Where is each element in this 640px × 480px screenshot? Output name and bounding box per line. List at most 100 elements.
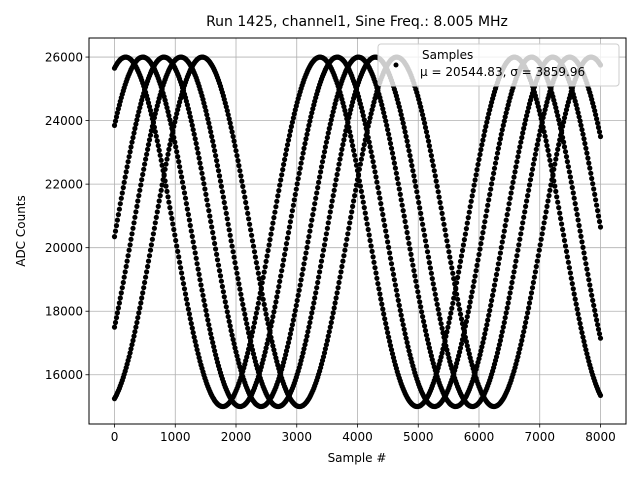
- data-point: [489, 298, 494, 303]
- data-point: [248, 227, 253, 232]
- data-point: [189, 118, 194, 123]
- data-point: [243, 200, 248, 205]
- data-point: [163, 162, 168, 167]
- data-point: [268, 232, 273, 237]
- data-point: [193, 250, 198, 255]
- data-point: [130, 135, 135, 140]
- data-point: [375, 185, 380, 190]
- data-point: [219, 279, 224, 284]
- data-point: [364, 216, 369, 221]
- data-point: [507, 201, 512, 206]
- data-point: [461, 326, 466, 331]
- data-point: [500, 239, 505, 244]
- data-point: [365, 221, 370, 226]
- data-point: [405, 235, 410, 240]
- data-point: [132, 329, 137, 334]
- data-point: [553, 157, 558, 162]
- data-point: [330, 198, 335, 203]
- data-point: [122, 275, 127, 280]
- data-point: [218, 273, 223, 278]
- data-point: [134, 320, 139, 325]
- data-point: [170, 221, 175, 226]
- data-point: [211, 143, 216, 148]
- data-point: [166, 200, 171, 205]
- data-point: [449, 265, 454, 270]
- data-point: [287, 133, 292, 138]
- data-point: [374, 180, 379, 185]
- data-point: [547, 158, 552, 163]
- data-point: [429, 153, 434, 158]
- data-point: [180, 276, 185, 281]
- data-point: [468, 299, 473, 304]
- y-tick-label: 20000: [45, 241, 83, 255]
- data-point: [518, 140, 523, 145]
- data-point: [162, 172, 167, 177]
- data-point: [345, 231, 350, 236]
- data-point: [562, 238, 567, 243]
- data-point: [444, 238, 449, 243]
- data-point: [227, 227, 232, 232]
- data-point: [439, 205, 444, 210]
- data-point: [597, 219, 602, 224]
- data-point: [390, 267, 395, 272]
- data-point: [482, 128, 487, 133]
- data-point: [587, 282, 592, 287]
- data-point: [203, 308, 208, 313]
- data-point: [119, 290, 124, 295]
- data-point: [230, 244, 235, 249]
- data-point: [168, 211, 173, 216]
- data-point: [232, 143, 237, 148]
- data-point: [164, 157, 169, 162]
- data-point: [400, 203, 405, 208]
- data-point: [515, 248, 520, 253]
- data-point: [157, 148, 162, 153]
- data-point: [576, 217, 581, 222]
- data-point: [295, 298, 300, 303]
- data-point: [201, 298, 206, 303]
- data-point: [124, 169, 129, 174]
- data-point: [199, 288, 204, 293]
- data-point: [142, 162, 147, 167]
- data-point: [150, 124, 155, 129]
- data-point: [292, 313, 297, 318]
- data-point: [178, 265, 183, 270]
- data-point: [351, 148, 356, 153]
- data-point: [316, 275, 321, 280]
- data-point: [377, 196, 382, 201]
- data-point: [401, 121, 406, 126]
- data-point: [151, 231, 156, 236]
- data-point: [306, 325, 311, 330]
- data-point: [370, 249, 375, 254]
- data-point: [438, 316, 443, 321]
- data-point: [204, 313, 209, 318]
- data-point: [476, 157, 481, 162]
- data-point: [194, 141, 199, 146]
- data-point: [229, 125, 234, 130]
- data-point: [177, 260, 182, 265]
- data-point: [535, 142, 540, 147]
- data-point: [533, 269, 538, 274]
- data-point: [359, 189, 364, 194]
- data-point: [595, 322, 600, 327]
- data-point: [496, 261, 501, 266]
- data-point: [356, 172, 361, 177]
- data-point: [240, 184, 245, 189]
- data-point: [264, 312, 269, 317]
- data-point: [465, 314, 470, 319]
- data-point: [380, 212, 385, 217]
- data-point: [482, 331, 487, 336]
- x-tick-label: 1000: [160, 430, 191, 444]
- data-point: [297, 288, 302, 293]
- data-point: [246, 330, 251, 335]
- data-point: [344, 124, 349, 129]
- data-point: [577, 223, 582, 228]
- data-point: [341, 253, 346, 258]
- data-point: [251, 244, 256, 249]
- data-point: [520, 334, 525, 339]
- data-point: [298, 283, 303, 288]
- data-point: [411, 268, 416, 273]
- data-point: [430, 276, 435, 281]
- data-point: [325, 135, 330, 140]
- data-point: [564, 249, 569, 254]
- data-point: [317, 269, 322, 274]
